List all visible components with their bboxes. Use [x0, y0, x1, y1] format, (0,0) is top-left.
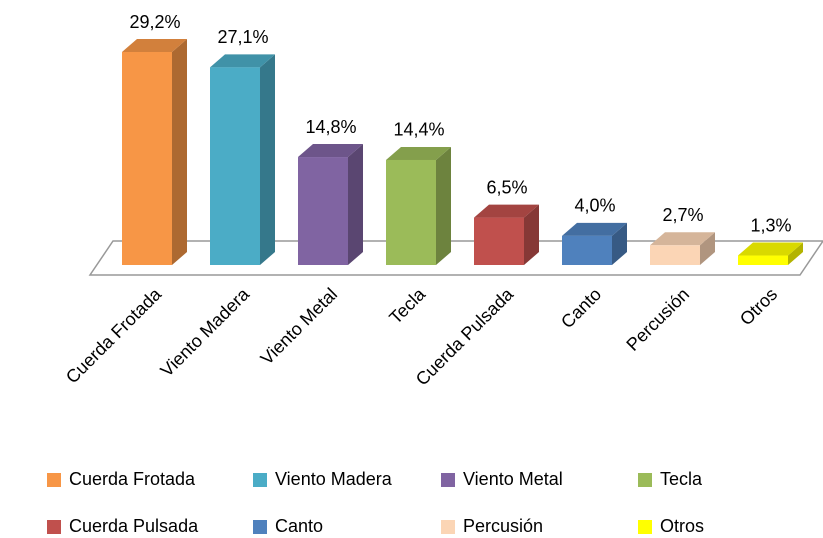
value-label: 14,4% [393, 120, 444, 140]
bar-front [386, 159, 436, 265]
legend-label: Cuerda Frotada [69, 469, 196, 489]
bar-side [436, 146, 451, 265]
bar [650, 232, 715, 265]
x-tick-label: Viento Madera [156, 283, 253, 380]
bar-front [738, 255, 788, 265]
bar-side [524, 204, 539, 265]
bar-side [260, 54, 275, 265]
bar-top [738, 242, 803, 256]
x-tick-label: Percusión [622, 284, 693, 355]
bar-front [474, 217, 524, 265]
bar-side [348, 144, 363, 265]
bar [122, 39, 187, 265]
legend-label: Cuerda Pulsada [69, 516, 199, 536]
value-label: 27,1% [217, 27, 268, 47]
bar-front [650, 245, 700, 265]
x-tick-label: Tecla [385, 283, 430, 328]
bar-front [298, 157, 348, 265]
bar-top [650, 232, 715, 246]
legend-label: Otros [660, 516, 704, 536]
x-tick-label: Otros [736, 284, 781, 329]
bar-top [474, 204, 539, 218]
bar-front [562, 235, 612, 265]
value-label: 2,7% [662, 205, 703, 225]
bar [474, 204, 539, 265]
value-label: 6,5% [486, 177, 527, 197]
x-tick-label: Viento Metal [257, 284, 342, 369]
bar [562, 222, 627, 265]
value-label: 29,2% [129, 12, 180, 32]
legend-swatch [441, 473, 455, 487]
legend-swatch [47, 473, 61, 487]
bar-top [562, 222, 627, 236]
legend-label: Tecla [660, 469, 703, 489]
bar [210, 54, 275, 265]
legend-swatch [638, 473, 652, 487]
bar [738, 242, 803, 265]
bar-top [386, 146, 451, 160]
bar-side [788, 242, 803, 265]
bar-front [122, 52, 172, 265]
bar [386, 146, 451, 265]
legend-label: Percusión [463, 516, 543, 536]
legend-swatch [253, 520, 267, 534]
x-tick-label: Cuerda Frotada [62, 283, 166, 387]
legend-swatch [441, 520, 455, 534]
legend-label: Canto [275, 516, 323, 536]
legend-label: Viento Metal [463, 469, 563, 489]
bar-side [172, 39, 187, 265]
x-tick-label: Canto [557, 284, 605, 332]
bar-side [612, 222, 627, 265]
value-label: 4,0% [574, 196, 615, 216]
bar [298, 144, 363, 265]
legend-label: Viento Madera [275, 469, 393, 489]
value-label: 1,3% [750, 215, 791, 235]
bar-top [210, 54, 275, 68]
legend-swatch [47, 520, 61, 534]
bar-top [298, 144, 363, 158]
legend-swatch [253, 473, 267, 487]
bar-side [700, 232, 715, 265]
bar-front [210, 67, 260, 265]
legend-swatch [638, 520, 652, 534]
value-label: 14,8% [305, 117, 356, 137]
bar-top [122, 39, 187, 52]
